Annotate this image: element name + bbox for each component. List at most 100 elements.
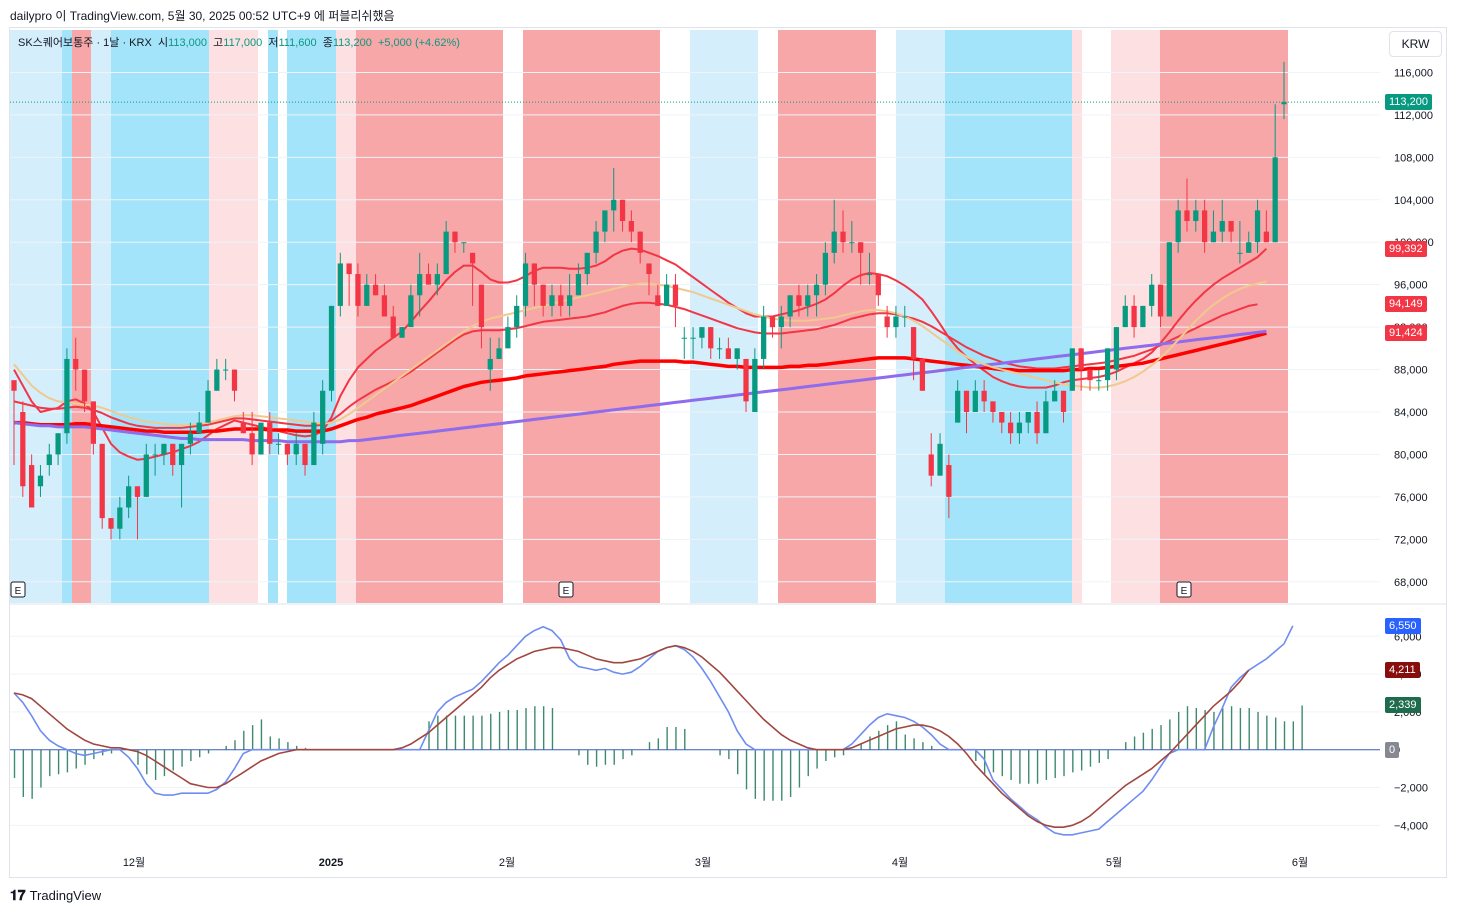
- candle-body: [434, 274, 440, 285]
- candle-body: [849, 242, 855, 244]
- publish-header: dailypro 이 TradingView.com, 5월 30, 2025 …: [10, 9, 395, 23]
- candle-body: [461, 242, 467, 244]
- legend-change: +5,000 (+4.62%): [377, 37, 460, 49]
- candle-body: [699, 327, 705, 338]
- earnings-marker-label: E: [1181, 586, 1188, 597]
- candle-body: [1246, 242, 1252, 253]
- candle-body: [1140, 305, 1146, 328]
- candle-body: [566, 295, 573, 306]
- candle-body: [646, 263, 652, 275]
- candle-body: [822, 252, 829, 285]
- time-axis-label: 3월: [695, 856, 711, 869]
- price-axis-label: 108,000: [1394, 152, 1434, 164]
- earnings-marker-box: [10, 581, 26, 598]
- candle-body: [284, 443, 291, 455]
- chart-frame[interactable]: [9, 27, 1447, 878]
- earnings-marker: E: [558, 581, 574, 598]
- candle-body: [1272, 157, 1278, 243]
- price-axis-label: 80,000: [1394, 449, 1428, 461]
- candle-body: [143, 454, 149, 497]
- candle-body: [425, 274, 432, 285]
- background-zone: [336, 30, 356, 603]
- candle-body: [478, 284, 485, 328]
- candle-body: [161, 443, 167, 455]
- candle-body: [355, 274, 361, 306]
- candle-body: [866, 274, 873, 276]
- candle-body: [64, 358, 70, 434]
- candle-body: [761, 316, 767, 359]
- candle-body: [514, 305, 520, 328]
- macd-histogram: [13, 705, 1303, 801]
- candle-body: [328, 305, 335, 391]
- candle-body: [223, 369, 229, 371]
- candle-body: [46, 454, 52, 466]
- macd-axis-label: 6,000: [1394, 631, 1422, 643]
- candle-body: [302, 443, 308, 466]
- candle-body: [902, 316, 908, 318]
- background-zone: [91, 30, 111, 603]
- candle-body: [117, 507, 123, 529]
- macd-axis-label: −4,000: [1394, 820, 1428, 832]
- candle-body: [752, 358, 758, 412]
- currency-button[interactable]: KRW: [1389, 31, 1442, 57]
- candle-body: [381, 295, 388, 317]
- candle-body: [972, 390, 978, 412]
- signal-line: [13, 644, 1250, 828]
- background-zones: [10, 30, 1288, 603]
- candle-body: [575, 274, 582, 296]
- price-tag: 99,392: [1385, 240, 1427, 257]
- legend-close: 113,200: [332, 37, 372, 49]
- legend-open: 113,000: [168, 37, 208, 49]
- candle-body: [1060, 390, 1067, 412]
- candle-body: [178, 443, 185, 466]
- candle-body: [593, 231, 599, 253]
- candle-body: [522, 263, 529, 306]
- candle-body: [805, 295, 811, 306]
- candle-body: [769, 316, 776, 328]
- candle-body: [505, 327, 511, 349]
- candle-body: [249, 433, 255, 455]
- macd-line: [13, 625, 1294, 836]
- candle-body: [602, 210, 608, 232]
- candle-body: [787, 295, 793, 317]
- candle-body: [187, 433, 194, 444]
- time-axis-label: 5월: [1106, 856, 1122, 869]
- candle-body: [1166, 242, 1172, 317]
- candle-body: [55, 433, 61, 455]
- price-axis-label: 84,000: [1394, 407, 1428, 419]
- earnings-marker-box: [558, 581, 574, 598]
- tradingview-logo[interactable]: 𝟏𝟕 TradingView: [10, 887, 101, 904]
- background-zone: [690, 30, 758, 603]
- symbol-legend: SK스퀘어보통주 · 1날 · KRX 시113,000 고117,000 저1…: [18, 34, 460, 50]
- candle-body: [73, 358, 79, 370]
- price-axis-label: 112,000: [1394, 110, 1433, 122]
- candle-body: [311, 422, 317, 466]
- candle-body: [540, 284, 546, 306]
- candle-body: [955, 390, 961, 423]
- candle-body: [813, 284, 820, 296]
- price-axis-label: 72,000: [1394, 534, 1428, 546]
- candle-body: [108, 518, 114, 529]
- candle-body: [884, 316, 890, 328]
- tradingview-logo-icon: 𝟏𝟕: [10, 887, 26, 903]
- candle-body: [11, 380, 17, 391]
- background-zone: [209, 30, 258, 603]
- price-tag: 2,339: [1385, 697, 1421, 714]
- candle-body: [549, 295, 555, 306]
- candle-body: [320, 390, 326, 444]
- moving-average-line: [13, 280, 1267, 426]
- candle-body: [708, 327, 714, 349]
- candle-body: [725, 348, 732, 359]
- candle-body: [734, 348, 740, 359]
- candle-body: [946, 465, 952, 497]
- candle-body: [1281, 102, 1287, 105]
- candle-body: [831, 231, 837, 253]
- price-tag: 0: [1385, 741, 1400, 758]
- gridlines: [10, 71, 1380, 826]
- candle-body: [743, 358, 749, 402]
- candle-body: [1228, 221, 1234, 232]
- candle-body: [558, 295, 564, 306]
- candle-body: [637, 231, 643, 253]
- earnings-marker-box: [1176, 581, 1192, 598]
